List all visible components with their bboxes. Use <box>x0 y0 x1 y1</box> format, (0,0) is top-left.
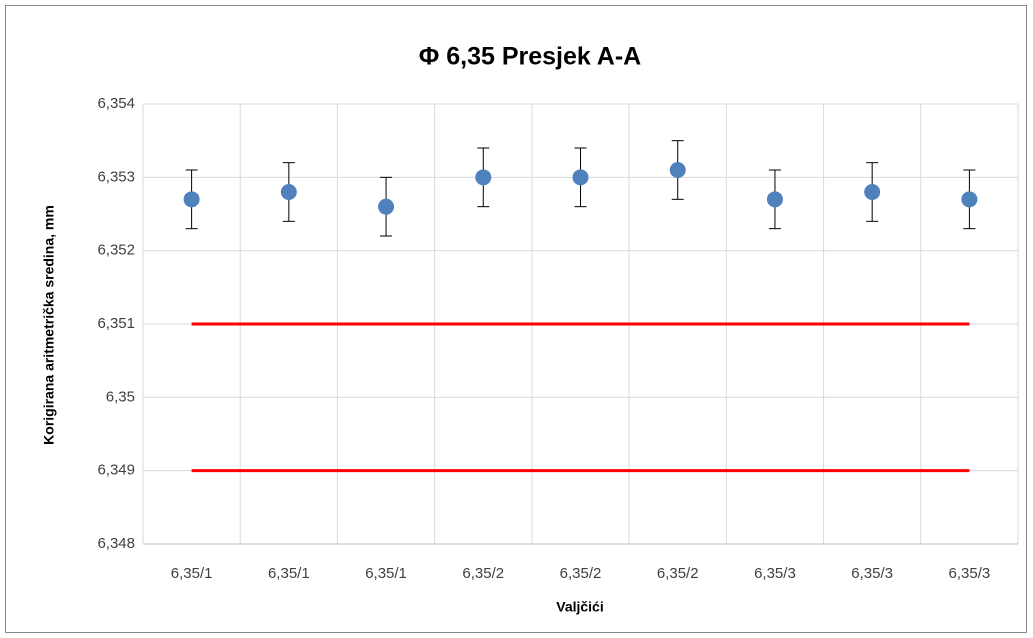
x-tick-label: 6,35/1 <box>171 565 213 582</box>
point <box>280 184 297 200</box>
point <box>378 198 395 215</box>
x-axis-title: Valjčići <box>556 599 603 615</box>
x-tick-label: 6,35/2 <box>560 565 602 582</box>
x-tick-label: 6,35/3 <box>851 565 893 582</box>
x-tick-label: 6,35/1 <box>365 565 407 582</box>
point <box>572 169 589 186</box>
point <box>864 184 881 200</box>
point <box>961 191 978 208</box>
y-axis-title: Korigirana aritmetrička sredina, mm <box>41 205 57 445</box>
point <box>766 191 783 208</box>
y-tick-label: 6,352 <box>97 242 135 259</box>
y-tick-label: 6,35 <box>106 388 135 405</box>
x-tick-label: 6,35/1 <box>268 565 310 582</box>
chart-title: Φ 6,35 Presjek A-A <box>419 43 642 71</box>
chart-border <box>5 5 1027 633</box>
y-tick-label: 6,348 <box>97 535 135 552</box>
y-tick-label: 6,354 <box>97 95 135 112</box>
y-tick-label: 6,353 <box>97 168 135 185</box>
point <box>183 191 200 208</box>
x-tick-label: 6,35/2 <box>657 565 699 582</box>
x-tick-label: 6,35/3 <box>949 565 991 582</box>
x-tick-label: 6,35/3 <box>754 565 796 582</box>
x-tick-label: 6,35/2 <box>462 565 504 582</box>
y-tick-label: 6,349 <box>97 462 135 479</box>
point <box>475 169 492 186</box>
point <box>669 162 686 178</box>
y-tick-label: 6,351 <box>97 315 135 332</box>
